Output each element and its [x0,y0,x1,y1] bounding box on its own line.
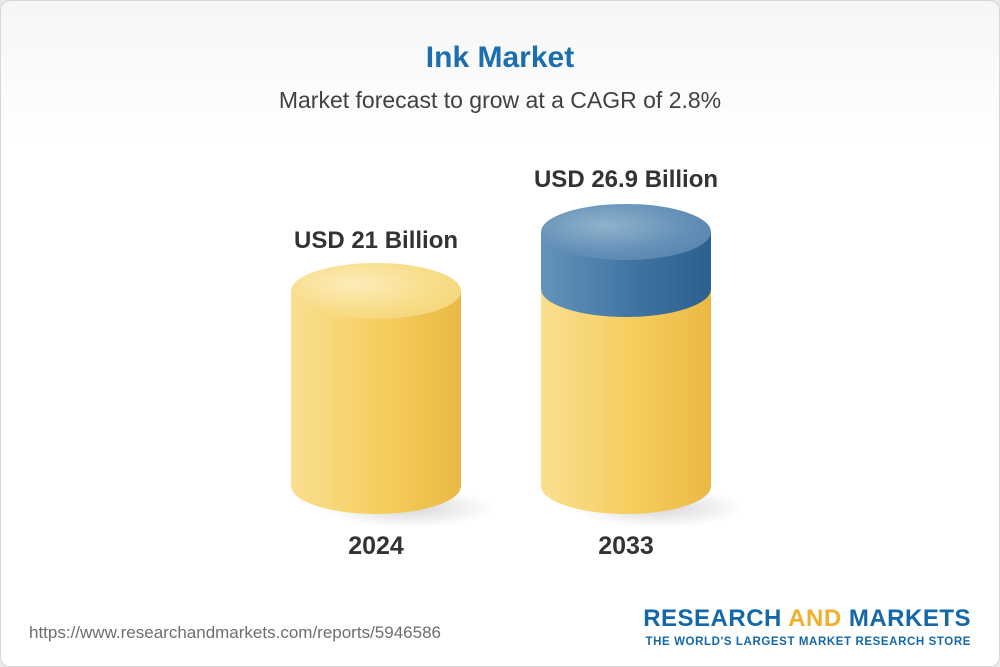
x-axis-label-2024: 2024 [348,532,404,560]
logo-word-markets: MARKETS [848,605,971,632]
logo-word-research: RESEARCH [643,605,782,632]
x-axis-label-2033: 2033 [598,532,654,560]
bar-2033-base-segment [541,289,711,486]
bar-2024-value-label: USD 21 Billion [293,227,459,254]
chart-title: Ink Market [425,41,575,74]
bar-2033-value-label: USD 26.9 Billion [533,166,719,193]
bar-2033-top-cap [541,204,711,260]
report-url-link[interactable]: https://www.researchandmarkets.com/repor… [29,623,441,642]
bar-2024-cylinder [291,263,461,514]
logo-wordmark: RESEARCH AND MARKETS [643,605,971,633]
bar-2024-body [291,291,461,486]
bar-2024-top-cap [291,263,461,319]
logo-tagline: THE WORLD'S LARGEST MARKET RESEARCH STOR… [645,636,971,648]
bar-2033-cylinder [541,204,711,514]
logo-word-and: AND [788,605,842,632]
chart-subtitle: Market forecast to grow at a CAGR of 2.8… [278,87,722,113]
research-and-markets-logo: RESEARCH AND MARKETS THE WORLD'S LARGEST… [643,605,971,648]
